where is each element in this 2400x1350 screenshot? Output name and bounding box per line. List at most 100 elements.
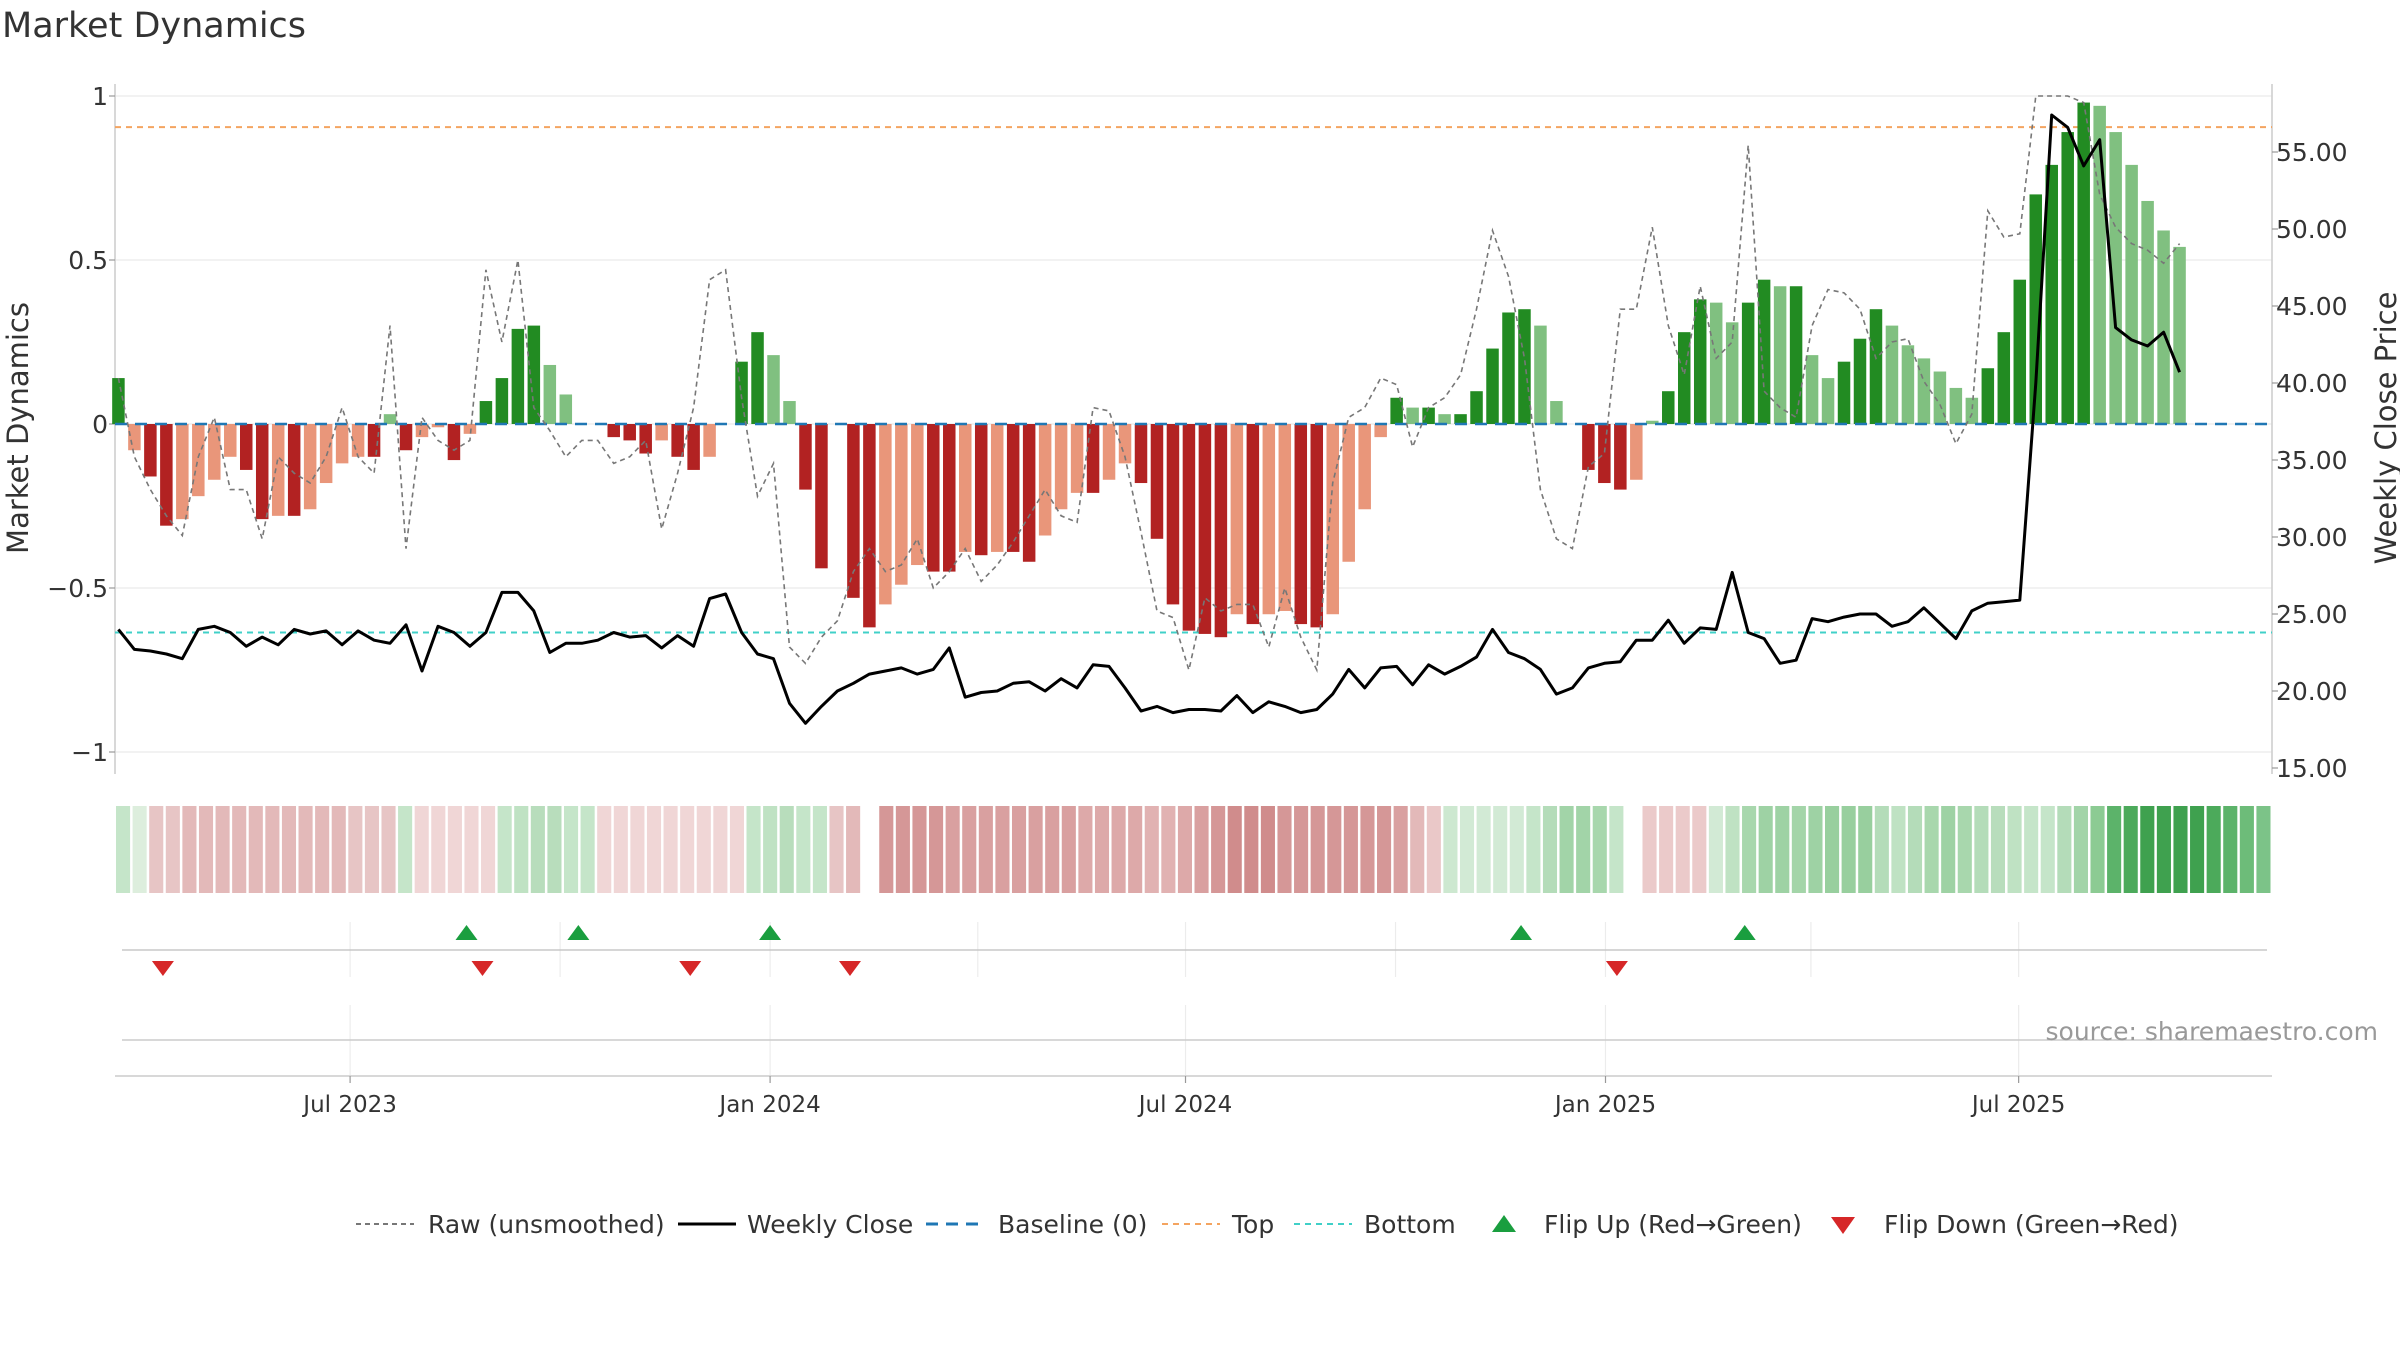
strip-cell bbox=[431, 806, 446, 893]
strip-cell bbox=[514, 806, 529, 893]
strip-cell bbox=[646, 806, 662, 893]
strip-cell bbox=[165, 806, 180, 893]
bar bbox=[2141, 200, 2154, 424]
bar bbox=[687, 424, 700, 470]
bar bbox=[1166, 424, 1180, 605]
bar bbox=[751, 332, 764, 424]
bar bbox=[1965, 397, 1979, 424]
bar bbox=[1278, 424, 1292, 611]
strip-cell bbox=[2190, 806, 2205, 893]
strip-cell bbox=[497, 806, 512, 893]
legend: Raw (unsmoothed) Weekly Close Baseline (0)… bbox=[356, 1210, 2179, 1239]
chart-title: Market Dynamics bbox=[2, 6, 307, 46]
y2-tick-label: 25.00 bbox=[2276, 600, 2348, 629]
strip-cell bbox=[1708, 806, 1723, 893]
y2-tick-label: 40.00 bbox=[2276, 369, 2348, 398]
strip-cell bbox=[1941, 806, 1956, 893]
strip-cell bbox=[1459, 806, 1475, 893]
bar bbox=[176, 424, 189, 520]
strip-cell bbox=[1177, 806, 1192, 893]
bar bbox=[447, 424, 461, 461]
strip-cell bbox=[613, 806, 628, 893]
bar bbox=[1614, 424, 1627, 490]
strip-cell bbox=[1476, 806, 1491, 893]
bar bbox=[1662, 391, 1675, 424]
y-tick-label: 0.5 bbox=[68, 246, 108, 275]
legend-flip-down-icon bbox=[1831, 1217, 1855, 1234]
bar bbox=[208, 424, 221, 480]
strip-cell bbox=[464, 806, 479, 893]
bar bbox=[1933, 371, 1947, 424]
strip-cell bbox=[1327, 806, 1342, 893]
bar bbox=[1198, 424, 1212, 634]
strip-cell bbox=[298, 806, 313, 893]
strip-cell bbox=[680, 806, 695, 893]
strip-cell bbox=[1393, 806, 1408, 893]
strip-cell bbox=[846, 806, 861, 893]
bar bbox=[1358, 424, 1371, 510]
bar bbox=[1406, 407, 1419, 424]
bar bbox=[2077, 102, 2090, 424]
bar bbox=[1022, 424, 1036, 562]
weekly-close-line bbox=[117, 113, 2181, 725]
bar bbox=[943, 424, 956, 572]
strip-cell bbox=[1891, 806, 1906, 893]
bar bbox=[559, 394, 573, 424]
flip-up-marker bbox=[1510, 925, 1533, 940]
strip-cell bbox=[1078, 806, 1093, 893]
bar bbox=[958, 424, 972, 552]
flip-down-marker bbox=[471, 961, 494, 976]
bar bbox=[1773, 286, 1787, 424]
bar bbox=[1006, 424, 1020, 552]
strip-cell bbox=[713, 806, 728, 893]
strip-cell bbox=[315, 806, 330, 893]
strip-cell bbox=[348, 806, 363, 893]
bar bbox=[2173, 246, 2186, 424]
strip-cell bbox=[1310, 806, 1325, 893]
legend-flip-up-label: Flip Up (Red→Green) bbox=[1544, 1210, 1802, 1239]
bar bbox=[463, 424, 477, 434]
bar bbox=[383, 414, 397, 424]
strip-cell bbox=[1410, 806, 1425, 893]
strip-cell bbox=[696, 806, 711, 893]
strip-cell bbox=[2156, 806, 2171, 893]
bar bbox=[1693, 299, 1707, 424]
y2-tick-label: 20.00 bbox=[2276, 677, 2348, 706]
strip-cell bbox=[1775, 806, 1790, 893]
strip-cell bbox=[1874, 806, 1889, 893]
strip-cell bbox=[248, 806, 263, 893]
legend-flip-up-icon bbox=[1492, 1215, 1516, 1232]
strip-cell bbox=[580, 806, 595, 893]
strip-cell bbox=[1725, 806, 1740, 893]
bar bbox=[1805, 355, 1819, 424]
flip-up-marker bbox=[759, 925, 782, 940]
bar bbox=[1518, 309, 1531, 424]
strip-cell bbox=[331, 806, 346, 893]
bar bbox=[1757, 279, 1771, 424]
bar bbox=[1070, 424, 1084, 493]
strip-cell bbox=[2256, 806, 2271, 893]
strip-cell bbox=[929, 806, 944, 893]
bar bbox=[1246, 424, 1260, 625]
strip-cell bbox=[563, 806, 579, 893]
bar bbox=[128, 424, 141, 451]
bar bbox=[655, 424, 668, 441]
bar bbox=[1438, 414, 1451, 424]
bar bbox=[1118, 424, 1132, 464]
bar bbox=[1821, 378, 1835, 424]
flip-up-marker bbox=[567, 925, 590, 940]
bar bbox=[735, 361, 748, 424]
strip-cell bbox=[1625, 806, 1640, 893]
strip-cell bbox=[763, 806, 778, 893]
y2-tick-label: 15.00 bbox=[2276, 754, 2348, 783]
strip-cell bbox=[1360, 806, 1375, 893]
bar bbox=[895, 424, 908, 585]
bar bbox=[1901, 345, 1915, 424]
bar bbox=[319, 424, 333, 484]
strip-cell bbox=[1559, 806, 1574, 893]
bar bbox=[1837, 361, 1851, 424]
strip-cell bbox=[1045, 806, 1060, 893]
strip-cell bbox=[364, 806, 379, 893]
strip-cell bbox=[945, 806, 960, 893]
